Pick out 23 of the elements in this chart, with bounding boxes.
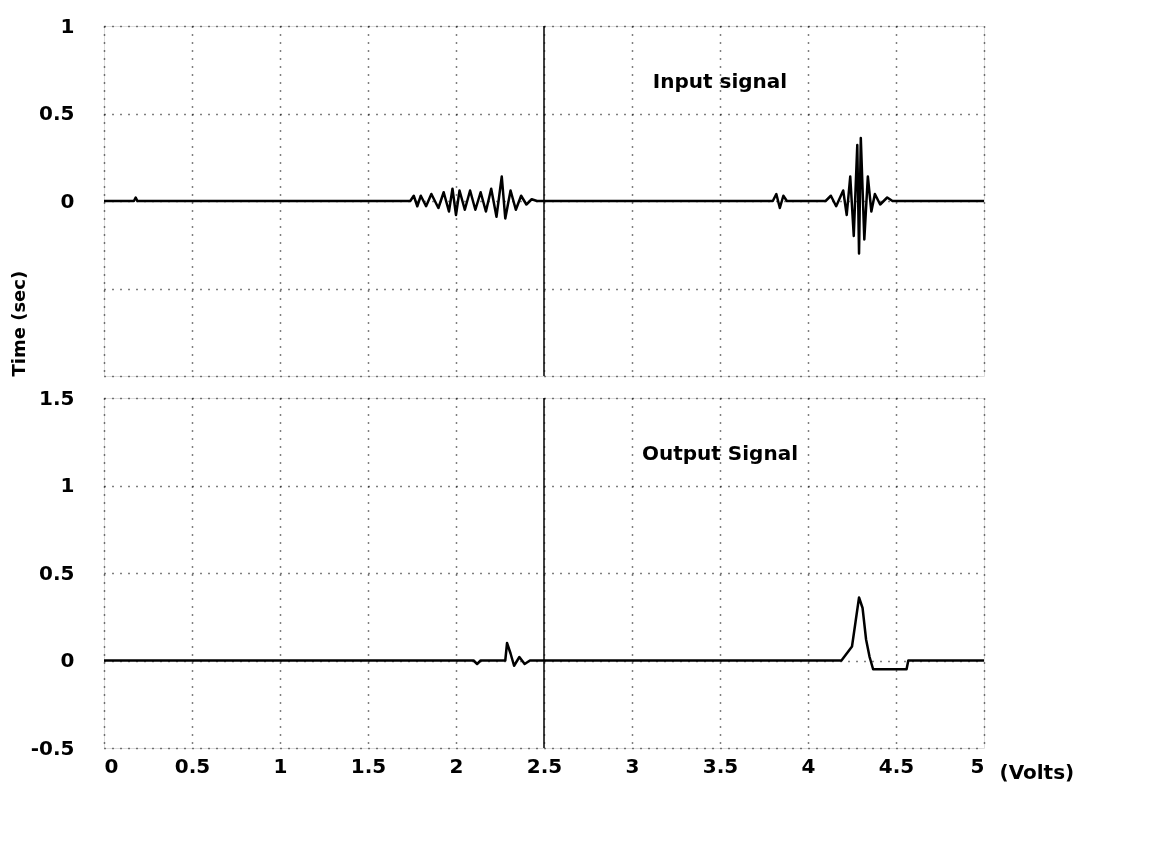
y-tick-label: 0 bbox=[60, 648, 75, 672]
y-axis-title: Time (sec) bbox=[8, 270, 30, 377]
y-tick-label: 1.5 bbox=[39, 385, 75, 410]
x-tick-label: 4 bbox=[801, 753, 816, 778]
y-tick-label: 0.5 bbox=[39, 560, 75, 585]
x-tick-label: 0.5 bbox=[174, 753, 211, 778]
x-axis-title: (Volts) bbox=[999, 759, 1075, 784]
y-tick-label: -0.5 bbox=[30, 735, 75, 760]
x-tick-label: 1 bbox=[273, 753, 288, 778]
x-tick-label: 0 bbox=[104, 753, 119, 778]
annotation: Output Signal bbox=[641, 441, 799, 465]
x-tick-label: 3 bbox=[625, 753, 640, 778]
annotation: Input signal bbox=[652, 69, 788, 93]
x-tick-label: 4.5 bbox=[878, 753, 915, 778]
x-tick-label: 5 bbox=[970, 753, 985, 778]
x-tick-label: 2 bbox=[449, 753, 464, 778]
x-tick-label: 3.5 bbox=[702, 753, 739, 778]
y-tick-label: 1 bbox=[60, 473, 75, 497]
y-tick-label: 1 bbox=[60, 13, 75, 38]
y-tick-label: 0 bbox=[60, 188, 75, 213]
x-tick-label: 2.5 bbox=[526, 753, 563, 778]
x-tick-label: 1.5 bbox=[350, 753, 387, 778]
y-tick-label: 0.5 bbox=[39, 101, 75, 125]
